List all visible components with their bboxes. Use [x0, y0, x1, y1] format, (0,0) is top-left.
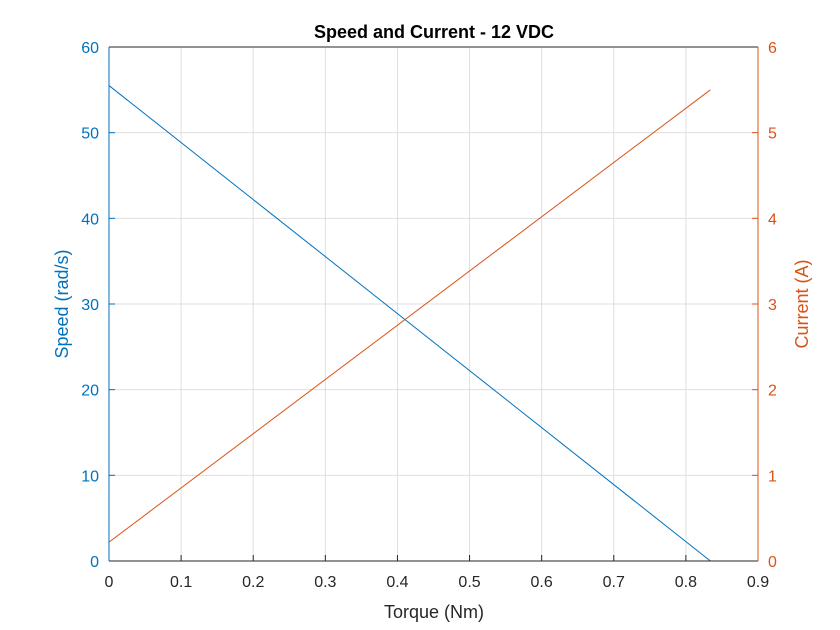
y-right-tick-label: 3: [768, 297, 777, 314]
y-left-tick-label: 0: [90, 554, 99, 571]
y-left-tick-label: 10: [81, 468, 99, 485]
series-lines: [108, 85, 711, 562]
x-tick-label: 0.8: [675, 574, 697, 591]
axes: [108, 46, 759, 562]
y-right-tick-label: 6: [768, 40, 777, 57]
y-right-tick-label: 1: [768, 468, 777, 485]
x-tick-label: 0.3: [314, 574, 336, 591]
y-axis-right-label: Current (A): [792, 259, 812, 348]
x-axis-label: Torque (Nm): [384, 602, 484, 622]
y-right-tick-label: 0: [768, 554, 777, 571]
y-axis-left-label: Speed (rad/s): [52, 249, 72, 358]
y-right-tick-label: 5: [768, 126, 777, 143]
x-tick-label: 0.1: [170, 574, 192, 591]
y-left-tick-label: 20: [81, 383, 99, 400]
x-tick-label: 0.5: [458, 574, 480, 591]
chart-title: Speed and Current - 12 VDC: [314, 22, 554, 42]
speed-series-line: [108, 85, 711, 562]
x-tick-label: 0.7: [603, 574, 625, 591]
y-left-tick-label: 50: [81, 126, 99, 143]
x-tick-label: 0.4: [386, 574, 408, 591]
y-left-tick-label: 40: [81, 211, 99, 228]
x-tick-label: 0: [105, 574, 114, 591]
x-tick-label: 0.6: [531, 574, 553, 591]
y-right-tick-label: 2: [768, 383, 777, 400]
y-left-tick-label: 30: [81, 297, 99, 314]
tick-labels: 0 0.1 0.2 0.3 0.4 0.5 0.6 0.7 0.8 0.9010203040506…: [81, 40, 777, 591]
x-tick-label: 0.2: [242, 574, 264, 591]
current-series-line: [108, 89, 711, 543]
x-tick-label: 0.9: [747, 574, 769, 591]
y-left-tick-label: 60: [81, 40, 99, 57]
y-right-tick-label: 4: [768, 211, 777, 228]
